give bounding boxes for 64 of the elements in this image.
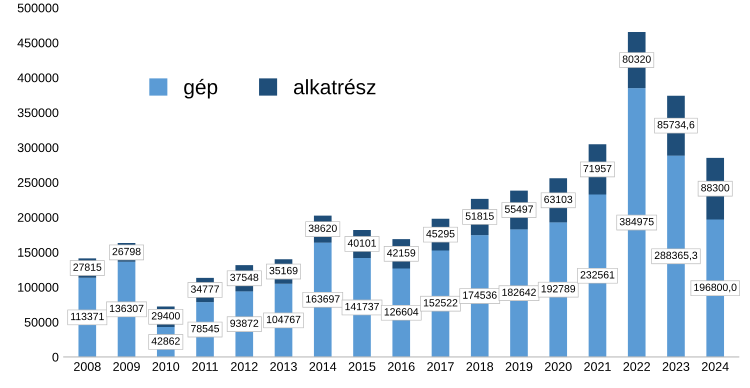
y-tick-label: 250000 <box>18 178 58 188</box>
data-label: 29400 <box>152 312 180 320</box>
data-label: 45295 <box>426 230 455 238</box>
x-tick-label: 2021 <box>584 362 611 372</box>
data-label: 27815 <box>73 263 102 271</box>
data-label: 55497 <box>504 205 533 213</box>
legend-label: alkatrész <box>294 78 376 94</box>
x-tick-label: 2011 <box>192 362 218 372</box>
data-label: 63103 <box>544 196 572 204</box>
data-label: 42862 <box>152 337 180 345</box>
x-tick-label: 2022 <box>623 362 650 372</box>
y-tick-label: 50000 <box>24 318 58 327</box>
data-label: 141737 <box>345 302 379 310</box>
data-label: 232561 <box>580 271 614 279</box>
y-tick-label: 500000 <box>18 4 58 12</box>
data-label: 78545 <box>191 324 220 332</box>
data-label: 37548 <box>230 274 258 282</box>
x-tick-label: 2020 <box>544 362 572 372</box>
data-label: 196800,0 <box>694 284 737 292</box>
y-tick-label: 400000 <box>17 73 58 82</box>
y-tick-label: 150000 <box>18 248 58 257</box>
x-tick-label: 2023 <box>662 362 690 372</box>
data-label: 93872 <box>230 320 258 327</box>
x-tick-label: 2016 <box>388 362 415 372</box>
data-label: 71957 <box>584 164 612 172</box>
data-label: 163697 <box>306 295 340 303</box>
data-label: 40101 <box>348 239 376 247</box>
x-tick-label: 2009 <box>113 362 140 372</box>
x-tick-label: 2018 <box>466 362 494 372</box>
y-tick-label: 350000 <box>18 108 58 118</box>
data-label: 88300 <box>701 184 730 192</box>
x-tick-label: 2010 <box>152 362 180 372</box>
y-tick-label: 0 <box>52 352 58 362</box>
data-label: 126604 <box>384 308 418 316</box>
x-tick-label: 2019 <box>506 362 532 372</box>
data-label: 113371 <box>71 312 104 320</box>
data-label: 26798 <box>112 248 141 256</box>
data-label: 51815 <box>466 212 494 220</box>
y-tick-label: 450000 <box>17 38 58 48</box>
data-label: 80320 <box>622 55 651 63</box>
data-label: 34777 <box>190 285 219 293</box>
data-label: 38620 <box>308 224 337 232</box>
data-label: 42159 <box>387 249 416 257</box>
data-label: 136307 <box>110 304 144 312</box>
x-tick-label: 2008 <box>74 362 101 372</box>
x-tick-label: 2013 <box>270 362 297 372</box>
data-label: 288365,3 <box>654 252 698 260</box>
data-label: 104767 <box>266 316 300 324</box>
data-label: 152522 <box>424 299 458 306</box>
data-label: 182642 <box>502 288 536 296</box>
y-tick-label: 300000 <box>18 143 58 152</box>
x-tick-label: 2024 <box>702 362 729 372</box>
data-label: 174536 <box>463 291 497 299</box>
x-tick-label: 2014 <box>309 362 336 372</box>
y-tick-label: 100000 <box>18 282 58 292</box>
data-label: 384975 <box>620 218 654 226</box>
data-label: 35169 <box>269 266 298 274</box>
data-label: 192789 <box>542 285 576 292</box>
x-tick-label: 2017 <box>427 362 454 372</box>
data-label: 85734,6 <box>658 121 694 130</box>
legend-label: gép <box>184 78 218 99</box>
x-tick-label: 2012 <box>231 362 258 372</box>
x-tick-label: 2015 <box>348 362 376 372</box>
y-tick-label: 200000 <box>18 213 58 222</box>
